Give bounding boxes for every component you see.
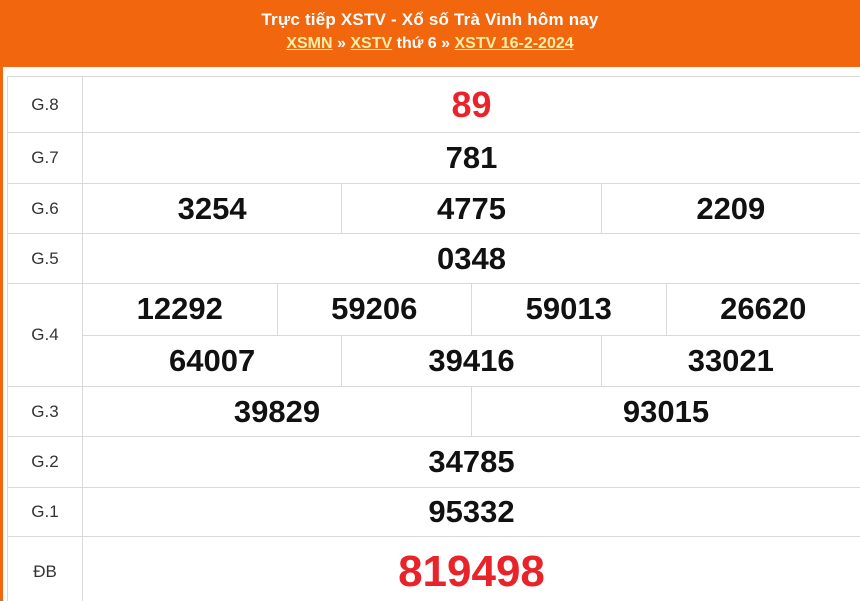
prize-value: 59013 (471, 284, 666, 335)
prize-value: 4775 (341, 184, 600, 233)
prize-value: 0348 (437, 240, 506, 276)
breadcrumb-separator: » (441, 35, 451, 52)
breadcrumb-link-date[interactable]: XSTV 16-2-2024 (454, 35, 574, 52)
breadcrumb-link-xsmn[interactable]: XSMN (286, 35, 333, 52)
prize-label: G.1 (8, 488, 83, 536)
results-table: G.8 89 G.7 781 G.6 3254 4775 2209 (7, 76, 860, 601)
prize-label: G.4 (8, 284, 83, 386)
prize-value: 39829 (233, 393, 321, 429)
prize-value: 95332 (428, 494, 515, 529)
prize-value: 39416 (341, 335, 600, 386)
table-row-db: ĐB 819498 (8, 537, 860, 601)
breadcrumb: XSMN » XSTV thứ 6 » XSTV 16-2-2024 (0, 35, 860, 53)
prize-label: G.7 (8, 133, 83, 183)
prize-value: 2209 (600, 184, 860, 233)
breadcrumb-separator: » (337, 35, 346, 52)
page-title: Trực tiếp XSTV - Xổ số Trà Vinh hôm nay (261, 10, 599, 29)
prize-value: 33021 (600, 335, 860, 386)
prize-value: 34785 (428, 444, 515, 479)
table-row-g8: G.8 89 (8, 77, 860, 133)
prize-value: 89 (451, 83, 492, 125)
prize-value: 819498 (398, 546, 545, 596)
prize-value: 59206 (276, 284, 472, 335)
prize-label: G.8 (8, 77, 83, 132)
prize-value: 93015 (471, 387, 860, 436)
prize-label: G.5 (8, 234, 83, 283)
table-row-g6: G.6 3254 4775 2209 (8, 184, 860, 234)
table-row-g7: G.7 781 (8, 133, 860, 184)
table-row-g2: G.2 34785 (8, 437, 860, 488)
table-row-g4: G.4 12292 59206 59013 26620 64007 39416 … (8, 284, 860, 387)
prize-value: 3254 (177, 190, 247, 226)
table-row-g5: G.5 0348 (8, 234, 860, 284)
prize-value: 64007 (169, 342, 256, 378)
prize-value: 12292 (136, 291, 223, 327)
prize-label: G.3 (8, 387, 83, 436)
prize-value: 781 (445, 140, 498, 175)
page-header: Trực tiếp XSTV - Xổ số Trà Vinh hôm nay … (0, 0, 860, 67)
breadcrumb-day-label: thứ 6 (396, 35, 437, 52)
prize-label: G.2 (8, 437, 83, 487)
table-row-g3: G.3 39829 93015 (8, 387, 860, 437)
table-row-g1: G.1 95332 (8, 488, 860, 537)
prize-label: G.6 (8, 184, 83, 233)
left-accent-strip (0, 0, 3, 601)
breadcrumb-link-xstv[interactable]: XSTV (350, 35, 393, 52)
prize-label: ĐB (8, 537, 83, 601)
prize-value: 26620 (665, 284, 860, 335)
